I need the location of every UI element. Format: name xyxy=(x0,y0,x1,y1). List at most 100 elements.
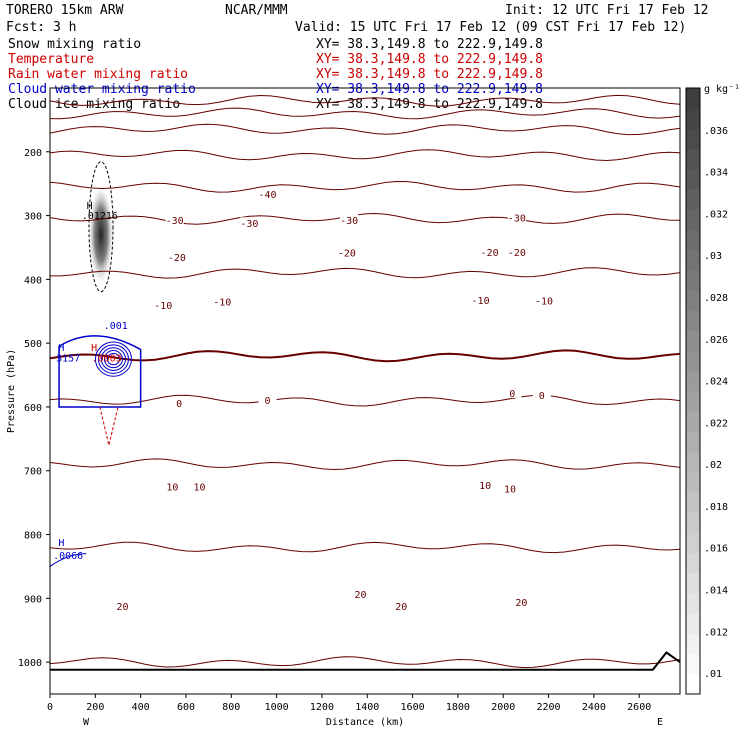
cloud-water-outer-contour xyxy=(58,335,142,408)
colorbar-segment xyxy=(686,673,700,695)
x-tick-label: 2200 xyxy=(537,702,561,713)
colorbar-segment xyxy=(686,148,700,170)
colorbar-segment xyxy=(686,633,700,655)
colorbar-segment xyxy=(686,492,700,513)
colorbar-tick-label: .032 xyxy=(704,209,728,220)
isotherm-label-bg xyxy=(392,599,411,611)
isotherm-line xyxy=(50,94,680,107)
cloud-water-low-contour xyxy=(50,553,87,567)
y-tick-label: 500 xyxy=(24,339,42,350)
colorbar-tick-label: .02 xyxy=(704,460,722,471)
isotherm-label: -10 xyxy=(154,301,172,312)
y-tick-label: 200 xyxy=(24,148,42,159)
x-tick-label: 0 xyxy=(47,702,53,713)
x-tick-label: 1400 xyxy=(355,702,379,713)
colorbar-segment xyxy=(686,168,700,190)
field-legend: Snow mixing ratio Temperature Rain water… xyxy=(8,37,543,112)
y-axis-title: Pressure (hPa) xyxy=(6,349,17,433)
isotherm-label: 10 xyxy=(166,483,178,494)
y-tick-label: 300 xyxy=(24,212,42,223)
model-title: TORERO 15km ARW xyxy=(6,3,124,18)
colorbar-segment xyxy=(686,310,700,331)
colorbar-segment xyxy=(686,471,700,493)
isotherm-label-bg xyxy=(501,482,520,494)
colorbar-segment xyxy=(686,451,700,473)
isotherm-label: 0 xyxy=(509,389,515,400)
x-tick-label: 1600 xyxy=(401,702,425,713)
x-tick-label: 200 xyxy=(86,702,104,713)
plot-frame xyxy=(49,87,681,695)
cloud-water-contour xyxy=(97,344,129,374)
y-tick-label: 600 xyxy=(24,403,42,414)
isotherm-label-bg xyxy=(190,480,209,492)
colorbar-segment xyxy=(686,330,700,352)
max-annotation: .01216 xyxy=(82,211,118,222)
colorbar-tick-label: .034 xyxy=(704,168,728,179)
legend-xy-temperature: XY= 38.3,149.8 to 222.9,149.8 xyxy=(316,52,543,67)
x-tick-label: 2600 xyxy=(627,702,651,713)
isotherm-label-bg xyxy=(503,386,522,398)
pressure-axis: 200 300 400 500 600 700 800 900 1000 Pressure (hP… xyxy=(6,148,50,669)
isotherm-label: -30 xyxy=(340,216,358,227)
colorbar-tick-label: .014 xyxy=(704,586,728,597)
max-annotation: .0003 xyxy=(92,354,122,365)
colorbar-tick-label: .03 xyxy=(704,251,722,262)
isotherm-label: 0 xyxy=(176,399,182,410)
colorbar-segment xyxy=(686,229,700,251)
x-tick-label: 400 xyxy=(132,702,150,713)
snow-shading xyxy=(88,186,113,283)
isotherm-label-bg xyxy=(476,478,495,490)
isotherm-label-bg xyxy=(471,293,490,305)
colorbar-segment xyxy=(686,108,700,129)
isotherm-line xyxy=(50,656,680,669)
isotherm-label: -10 xyxy=(472,296,490,307)
isotherm-label: -40 xyxy=(259,190,277,201)
center-label: NCAR/MMM xyxy=(225,3,288,18)
west-end-label: W xyxy=(83,717,90,728)
snow-contour xyxy=(88,161,114,293)
colorbar-segment xyxy=(686,290,700,311)
isotherm-label-bg xyxy=(480,245,499,257)
isotherm-label: 0 xyxy=(539,391,545,402)
isotherm-line xyxy=(50,180,680,193)
cloud-water-contour xyxy=(94,341,132,377)
colorbar-segment xyxy=(686,431,700,453)
max-annotation: H xyxy=(58,538,64,549)
cloud-water-contour xyxy=(103,350,123,369)
colorbar-segment xyxy=(686,391,700,412)
colorbar-segment xyxy=(686,552,700,574)
isotherm-label: -30 xyxy=(508,213,526,224)
colorbar-segment xyxy=(686,572,700,594)
cloud-water-contour xyxy=(106,352,120,366)
colorbar-tick-label: .026 xyxy=(704,335,728,346)
isotherm-line xyxy=(50,123,680,136)
colorbar-segment xyxy=(686,593,700,614)
x-tick-label: 2400 xyxy=(582,702,606,713)
plot-border xyxy=(49,87,681,695)
isotherm-label: 20 xyxy=(354,590,366,601)
colorbar-tick-label: .018 xyxy=(704,502,728,513)
isotherm-line xyxy=(50,107,680,120)
legend-label-rain: Rain water mixing ratio xyxy=(8,67,188,82)
legend-label-temperature: Temperature xyxy=(8,52,94,67)
isotherm-label: -30 xyxy=(166,216,184,227)
isotherm-label: 20 xyxy=(515,598,527,609)
colorbar-tick-label: .016 xyxy=(704,544,728,555)
legend-xy-rain: XY= 38.3,149.8 to 222.9,149.8 xyxy=(316,67,543,82)
y-tick-label: 900 xyxy=(24,594,42,605)
isotherm-line xyxy=(50,212,680,225)
x-tick-label: 1800 xyxy=(446,702,470,713)
isotherm-label: -30 xyxy=(240,219,258,230)
colorbar-segment xyxy=(686,269,700,291)
isotherm-line xyxy=(50,541,680,554)
colorbar-tick-label: .022 xyxy=(704,418,728,429)
y-tick-label: 1000 xyxy=(18,658,42,669)
colorbar: .01 .012 .014 .016 .018 .02 .022 .024 .026 .028 .0… xyxy=(685,84,740,695)
colorbar-segment xyxy=(686,512,700,533)
forecast-hour: Fcst: 3 h xyxy=(6,20,76,35)
colorbar-segment xyxy=(686,613,700,634)
colorbar-segment xyxy=(686,128,700,150)
isotherm-line xyxy=(50,394,680,407)
x-tick-label: 800 xyxy=(222,702,240,713)
